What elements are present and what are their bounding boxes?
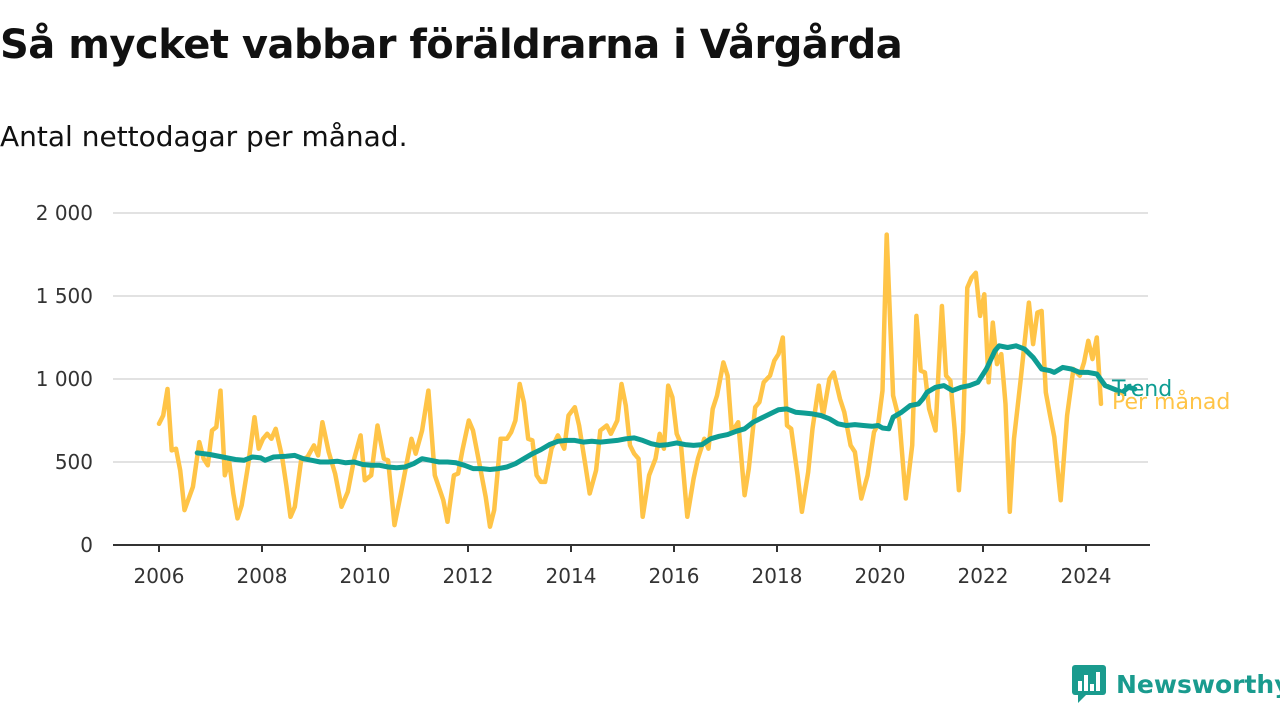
y-tick-label: 1 500 <box>36 284 93 308</box>
y-tick-label: 1 000 <box>36 367 93 391</box>
y-axis-ticks: 0 500 1 000 1 500 2 000 <box>36 201 93 557</box>
brand-logo: Newsworthy <box>1072 664 1280 704</box>
x-tick-label: 2022 <box>958 564 1009 588</box>
brand-name: Newsworthy <box>1116 669 1280 699</box>
legend-monthly: Per månad <box>1112 389 1230 415</box>
trend-line <box>194 343 1138 472</box>
gridlines <box>113 212 1148 463</box>
series-lines <box>156 232 1138 529</box>
legend-trend: Trend <box>1111 377 1172 402</box>
y-tick-label: 2 000 <box>36 201 93 225</box>
x-axis-ticks: 2006 2008 2010 2012 2014 2016 2018 2020 2022 2024 <box>134 545 1112 588</box>
y-tick-label: 500 <box>55 450 93 474</box>
x-tick-label: 2012 <box>443 564 494 588</box>
chart-title: Så mycket vabbar föräldrarna i Vårgårda <box>0 22 903 68</box>
x-tick-label: 2018 <box>752 564 803 588</box>
x-tick-label: 2010 <box>340 564 391 588</box>
y-tick-label: 0 <box>80 533 93 557</box>
x-tick-label: 2008 <box>237 564 288 588</box>
monthly-line <box>156 232 1104 529</box>
x-tick-label: 2016 <box>649 564 700 588</box>
chart-subtitle: Antal nettodagar per månad. <box>0 120 408 153</box>
bar-chart-speech-bubble-icon <box>1072 665 1106 703</box>
x-tick-label: 2014 <box>546 564 597 588</box>
x-tick-label: 2024 <box>1061 564 1112 588</box>
x-tick-label: 2020 <box>855 564 906 588</box>
x-tick-label: 2006 <box>134 564 185 588</box>
